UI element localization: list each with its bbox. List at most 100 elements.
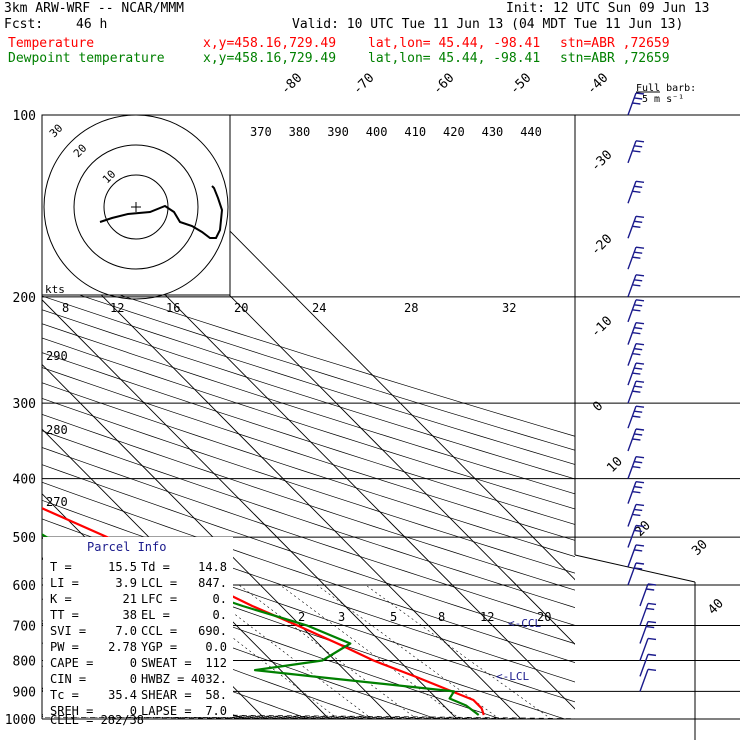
parcel-row-value2: 14.8 bbox=[198, 560, 227, 574]
isotherm-line bbox=[42, 363, 394, 719]
parcel-row-value: 3.9 bbox=[115, 576, 137, 590]
wind-barb bbox=[639, 603, 649, 626]
theta-label: 440 bbox=[520, 125, 542, 139]
init-time: Init: 12 UTC Sun 09 Jun 13 bbox=[506, 1, 710, 16]
parcel-row-key: CIN = bbox=[50, 672, 87, 686]
wind-barb-flag bbox=[634, 251, 643, 254]
parcel-row-value2: 690. bbox=[198, 624, 227, 638]
dry-adiabat bbox=[42, 282, 575, 451]
isotherm-label: 20 bbox=[632, 518, 654, 540]
parcel-row-key: TT = bbox=[50, 608, 79, 622]
temp-legend-xy: x,y=458.16,729.49 bbox=[203, 36, 337, 51]
wind-barb bbox=[639, 583, 649, 607]
wind-barb bbox=[627, 362, 637, 386]
parcel-row-value: 0 bbox=[129, 656, 137, 670]
theta-label-left: 290 bbox=[46, 349, 68, 363]
isotherm-label: -20 bbox=[588, 232, 615, 259]
dry-adiabat bbox=[42, 598, 373, 719]
parcel-info-panel: Parcel Info T = 15.5 Td = 14.8 LI = 3.9 LCL = 8… bbox=[43, 537, 233, 718]
wind-barb bbox=[639, 638, 649, 661]
dew-legend-xy: x,y=458.16,729.49 bbox=[203, 51, 337, 66]
wind-barb-flag bbox=[632, 150, 641, 153]
isotherm-label: 0 bbox=[590, 399, 606, 415]
wind-barb-flag bbox=[635, 274, 645, 277]
parcel-row-value2: 847. bbox=[198, 576, 227, 590]
dew-legend-name: Dewpoint temperature bbox=[8, 51, 165, 66]
wind-barb bbox=[627, 92, 637, 116]
theta-label: 390 bbox=[327, 125, 349, 139]
dry-adiabat bbox=[42, 481, 575, 663]
speed-scale-label: 20 bbox=[234, 301, 248, 315]
pressure-tick-label: 400 bbox=[13, 473, 36, 488]
theta-label-left: 280 bbox=[46, 423, 68, 437]
parcel-row-key: T = bbox=[50, 560, 72, 574]
wind-barb-flag bbox=[634, 279, 643, 282]
theta-label: 370 bbox=[250, 125, 272, 139]
wind-barb-flag bbox=[634, 97, 643, 100]
wind-barb-flag bbox=[632, 331, 641, 335]
mixing-ratio-label: 3 bbox=[338, 610, 345, 624]
wind-barb bbox=[627, 562, 637, 586]
wind-barb-flag bbox=[632, 513, 641, 517]
parcel-row-value: 2.78 bbox=[108, 640, 137, 654]
hodograph-trace bbox=[99, 185, 224, 239]
temperature-line bbox=[42, 506, 485, 716]
mixing-ratio-label: 20 bbox=[537, 610, 551, 624]
parcel-row-key2: LCL = bbox=[141, 576, 178, 590]
wind-barb bbox=[627, 246, 637, 270]
parcel-row-value2: 0. bbox=[212, 608, 227, 622]
wind-barb-flag bbox=[646, 588, 655, 591]
dry-adiabat bbox=[42, 464, 575, 645]
wind-barb bbox=[627, 428, 637, 452]
parcel-row-key: SREH = bbox=[50, 704, 94, 718]
parcel-row-value: 35.4 bbox=[108, 688, 137, 702]
theta-label: 420 bbox=[443, 125, 465, 139]
isotherm-line bbox=[42, 234, 522, 719]
pressure-tick-label: 200 bbox=[13, 291, 36, 306]
wind-barb-flag bbox=[632, 102, 641, 105]
wind-barb-flag bbox=[634, 185, 643, 188]
parcel-row-value2: 58. bbox=[205, 688, 227, 702]
parcel-info-title: Parcel Info bbox=[87, 540, 167, 554]
dry-adiabat bbox=[42, 268, 575, 437]
speed-scale-label: 28 bbox=[404, 301, 418, 315]
isotherm-label: -10 bbox=[588, 314, 615, 341]
temp-legend-stn: stn=ABR ,72659 bbox=[560, 36, 670, 51]
wind-barb-flag bbox=[635, 299, 645, 302]
wind-barb-flag bbox=[647, 602, 657, 606]
wind-barb-flag bbox=[634, 145, 643, 148]
level-annotation: <-LCL bbox=[496, 670, 529, 683]
parcel-row-value: 0 bbox=[129, 672, 137, 686]
dry-adiabat bbox=[42, 413, 575, 591]
wind-barb-flag bbox=[647, 620, 657, 624]
dry-adiabat bbox=[42, 295, 575, 465]
dry-adiabat bbox=[42, 337, 575, 510]
parcel-row-key: CAPE = bbox=[50, 656, 94, 670]
theta-label: 380 bbox=[289, 125, 311, 139]
pressure-tick-label: 1000 bbox=[5, 713, 36, 728]
temp-legend-latlon: lat,lon= 45.44, -98.41 bbox=[368, 36, 541, 51]
parcel-row-value2: 7.0 bbox=[205, 704, 227, 718]
wind-barb-flag bbox=[632, 284, 641, 287]
mixing-ratio-label: 5 bbox=[390, 610, 397, 624]
parcel-row-key: PW = bbox=[50, 640, 79, 654]
pressure-tick-label: 600 bbox=[13, 579, 36, 594]
valid-time: Valid: 10 UTC Tue 11 Jun 13 (04 MDT Tue … bbox=[292, 17, 684, 32]
pressure-tick-label: 500 bbox=[13, 531, 36, 546]
parcel-row-key: SVI = bbox=[50, 624, 87, 638]
mixing-ratio-line bbox=[279, 584, 461, 719]
isotherm-line bbox=[0, 115, 9, 719]
parcel-row-key2: SHEAR = bbox=[141, 688, 192, 702]
wind-barb-flag bbox=[635, 362, 645, 365]
parcel-row-value2: 0. bbox=[212, 592, 227, 606]
wind-barb-flag bbox=[634, 304, 643, 307]
cell-motion: CELL = 282/38 bbox=[50, 713, 144, 727]
wind-barb bbox=[627, 274, 637, 298]
wind-barb-flag bbox=[634, 385, 643, 388]
parcel-row-value2: 0.0 bbox=[205, 640, 227, 654]
wind-barb-flag bbox=[635, 180, 645, 183]
hodograph-units: kts bbox=[45, 283, 65, 296]
hodograph-ring-mid bbox=[73, 144, 199, 270]
parcel-row-key2: CCL = bbox=[141, 624, 178, 638]
mixing-ratio-line bbox=[238, 584, 417, 719]
